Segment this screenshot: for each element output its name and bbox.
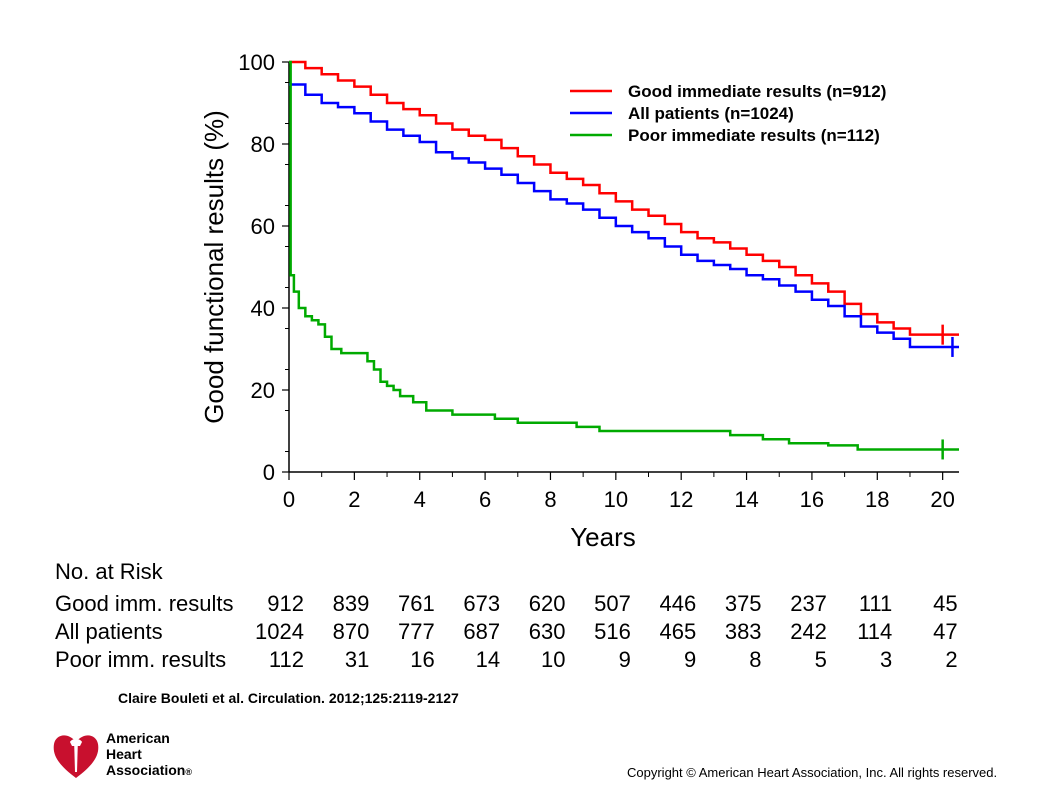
risk-cell: 5 [814,647,827,672]
x-tick-label: 14 [734,487,758,512]
survival-chart: 0 20 40 60 80 100 0 2 4 6 8 10 12 14 16 18 20 Good immed… [199,50,959,552]
risk-cell: 465 [659,619,697,644]
series-line-1 [289,83,959,349]
risk-cell: 516 [594,619,631,644]
y-tick-label: 60 [251,214,275,239]
logo-line-2: Heart [106,746,142,762]
risk-cell: 620 [528,591,566,616]
risk-row-label: Good imm. results [55,591,234,616]
x-tick-label: 16 [800,487,824,512]
risk-cell: 8 [749,647,762,672]
aha-logo: American Heart Association® [50,728,210,784]
logo-line-1: American [106,730,170,746]
legend: Good immediate results (n=912) All patien… [570,82,886,145]
risk-cell: 2 [945,647,958,672]
risk-cell: 111 [858,591,893,616]
risk-cell: 507 [594,591,631,616]
copyright-notice: Copyright © American Heart Association, … [627,765,998,780]
citation: Claire Bouleti et al. Circulation. 2012;… [118,690,459,706]
risk-cell: 31 [344,647,370,672]
risk-cell: 673 [463,591,501,616]
y-tick-label: 0 [263,460,275,485]
logo-wordmark: American Heart Association® [106,730,192,780]
risk-cell: 112 [268,647,304,672]
legend-label-0: Good immediate results (n=912) [628,82,886,101]
risk-cell: 912 [267,591,304,616]
heart-torch-icon [53,735,99,778]
risk-cell: 375 [724,591,762,616]
x-tick-label: 18 [865,487,889,512]
x-tick-label: 12 [669,487,693,512]
axes: 0 20 40 60 80 100 0 2 4 6 8 10 12 14 16 18 20 [238,50,959,512]
legend-label-1: All patients (n=1024) [628,104,794,123]
risk-cell: 10 [540,647,566,672]
x-tick-label: 2 [348,487,360,512]
series-lines [289,60,959,460]
series-line-2 [289,60,959,451]
risk-cell: 777 [398,619,435,644]
risk-row: Poor imm. results 112 31 16 14 10 9 9 8 5 3 2 [55,647,1035,675]
y-axis-title: Good functional results (%) [199,110,229,424]
risk-table-title: No. at Risk [55,559,163,584]
series-line-0 [289,60,959,336]
risk-row: All patients 1024 870 777 687 630 516 465 383 242… [55,619,1035,647]
x-tick-label: 0 [283,487,295,512]
risk-cell: 761 [398,591,435,616]
risk-cell: 446 [659,591,697,616]
risk-cell: 687 [463,619,501,644]
x-tick-label: 6 [479,487,491,512]
risk-cell: 242 [790,619,827,644]
risk-cell: 1024 [255,619,304,644]
risk-row: Good imm. results 912 839 761 673 620 507 446 37… [55,591,1035,619]
risk-cell: 3 [880,647,893,672]
y-tick-label: 80 [251,132,275,157]
risk-cell: 45 [933,591,958,616]
risk-cell: 47 [933,619,958,644]
x-tick-label: 4 [414,487,426,512]
risk-cell: 839 [332,591,370,616]
risk-cell: 14 [475,647,501,672]
x-tick-label: 8 [544,487,556,512]
risk-cell: 114 [857,619,893,644]
risk-cell: 630 [528,619,566,644]
risk-cell: 9 [683,647,697,672]
risk-cell: 9 [618,647,631,672]
x-tick-label: 20 [930,487,954,512]
risk-cell: 237 [790,591,827,616]
risk-row-label: All patients [55,619,163,644]
risk-row-label: Poor imm. results [55,647,227,672]
y-tick-label: 40 [251,296,275,321]
risk-cell: 870 [332,619,370,644]
y-tick-label: 20 [251,378,275,403]
risk-cell: 16 [410,647,435,672]
x-axis-title: Years [570,522,636,552]
risk-cell: 383 [724,619,762,644]
legend-label-2: Poor immediate results (n=112) [628,126,880,145]
y-tick-label: 100 [238,50,275,75]
x-tick-label: 10 [604,487,628,512]
logo-line-3: Association® [106,762,192,778]
